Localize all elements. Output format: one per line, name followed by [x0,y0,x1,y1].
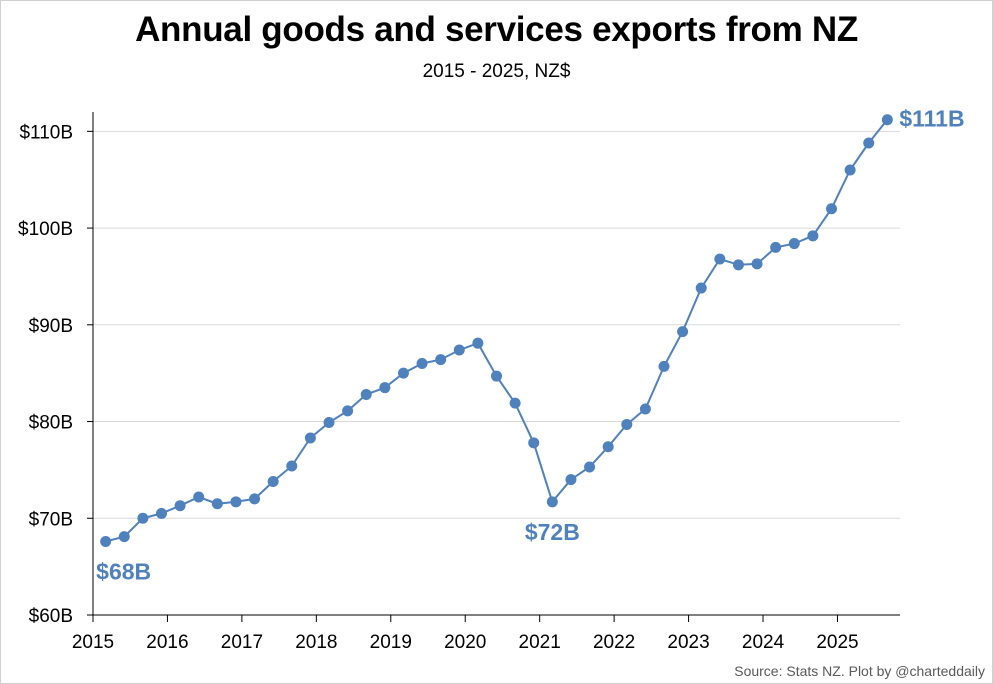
data-point [286,460,298,472]
x-tick-label: 2019 [370,632,412,653]
data-point [732,259,744,271]
y-tick-label: $80B [29,413,73,434]
data-point [863,137,875,149]
data-point [621,418,633,430]
x-tick-label: 2015 [72,632,114,653]
x-tick-label: 2021 [519,632,561,653]
annotation-start: $68B [96,558,151,584]
data-point [602,441,614,453]
x-tick-label: 2016 [146,632,188,653]
data-point [416,358,428,369]
data-point [453,344,465,356]
data-point [844,164,856,176]
data-point [323,417,335,429]
data-point [249,493,261,505]
y-tick-label: $70B [29,509,73,530]
data-point [881,114,893,126]
data-point [546,496,558,508]
data-point [826,203,838,215]
y-tick-label: $110B [19,122,73,143]
data-point [267,476,279,488]
data-point [379,382,391,394]
data-point [100,535,112,547]
axes: $60B $70B $80B $90B $100B $110B 2015 2016 2017 20… [18,112,900,653]
data-point [491,370,502,382]
x-tick-label: 2022 [593,632,635,653]
x-tick-label: 2025 [816,632,858,653]
data-point [695,282,707,294]
data-point [770,241,782,253]
data-point [342,405,354,417]
data-point [509,397,521,409]
data-point [397,367,409,379]
data-point [788,238,800,250]
data-point [658,360,670,372]
data-point [304,432,316,444]
source-note: Source: Stats NZ. Plot by @charteddaily [734,663,985,679]
data-point [360,388,372,400]
data-point [435,354,447,366]
data-point [472,337,484,349]
y-tick-label: $60B [29,606,73,627]
x-tick-label: 2018 [295,632,337,653]
chart-subtitle: 2015 - 2025, NZ$ [422,61,571,82]
data-point [193,491,205,503]
series-exports [100,114,893,547]
data-point [118,531,130,543]
y-tick-label: $90B [29,316,73,337]
data-point [137,512,149,524]
gridlines [93,130,900,519]
series-line [105,119,889,543]
x-tick-label: 2023 [667,632,709,653]
data-point [714,253,726,265]
data-point [639,403,651,415]
annotation-low: $72B [525,519,580,545]
data-point [584,461,596,473]
data-point [677,326,689,338]
data-point [565,474,577,486]
annotations: $68B $72B $111B [96,106,964,585]
chart-title: Annual goods and services exports from N… [135,10,858,49]
data-point [528,437,540,449]
y-tick-label: $100B [18,219,73,240]
x-tick-label: 2024 [742,632,785,653]
x-tick-label: 2020 [444,632,486,653]
data-point [155,507,167,519]
data-point [211,498,223,510]
data-point [230,496,242,508]
data-point [807,230,819,242]
data-point [174,500,186,512]
data-point [751,258,763,270]
annotation-end: $111B [899,106,964,132]
x-tick-label: 2017 [221,632,263,653]
